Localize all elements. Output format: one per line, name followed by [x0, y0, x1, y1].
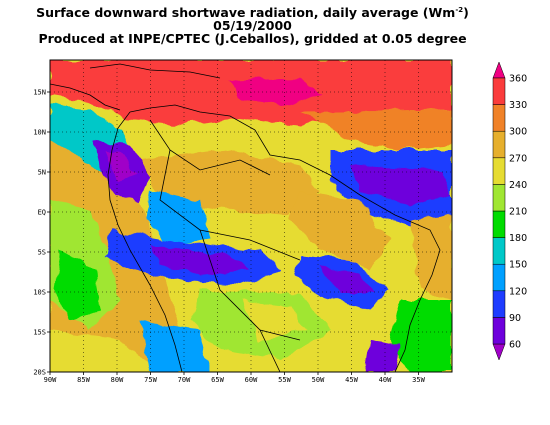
longitude-axis: 90W 85W 80W 75W 70W 65W 60W 55W 50W 45W 40W 35W — [44, 372, 426, 384]
coastline-caribbean — [89, 63, 221, 79]
colorbar-swatch — [492, 237, 506, 265]
lon-tick-label: 70W — [178, 376, 191, 384]
title-line-1: Surface downward shortwave radiation, da… — [36, 5, 469, 21]
colorbar-swatch — [492, 210, 506, 238]
lat-tick-label: 15N — [33, 89, 46, 97]
patch-pacific-south — [50, 330, 160, 372]
radiation-field — [50, 60, 452, 372]
latitude-axis: 15N 10N 5N EQ 5S 10S 15S 20S — [33, 89, 50, 377]
title-date: 05/19/2000 — [213, 18, 292, 34]
patch-ne-orange — [410, 215, 452, 300]
lon-tick-label: 60W — [245, 376, 258, 384]
patch-amazon-blue — [145, 190, 210, 245]
lon-tick-label: 50W — [312, 376, 325, 384]
colorbar-label: 240 — [509, 180, 527, 191]
colorbar-label: 60 — [509, 340, 521, 351]
coastline-pacific — [107, 111, 183, 372]
patch-atlantic-purple — [350, 165, 452, 205]
grid-lines — [50, 60, 452, 372]
colorbar-swatch — [492, 104, 506, 132]
lon-tick-label: 75W — [144, 376, 157, 384]
lat-tick-label: 10N — [33, 129, 46, 137]
lon-tick-label: 35W — [412, 376, 425, 384]
lon-tick-label: 55W — [278, 376, 291, 384]
colorbar: 60 90 120 150 180 210 240 270 300 330 360 — [492, 61, 527, 361]
colorbar-label: 150 — [509, 260, 527, 271]
field-patches — [50, 60, 452, 372]
patch-pacific-green2 — [55, 250, 100, 320]
colorbar-label: 270 — [509, 153, 527, 164]
colorbar-swatch — [492, 77, 506, 105]
patch-se-green — [390, 300, 452, 372]
patch-atlantic-orange — [300, 110, 452, 150]
lon-tick-label: 45W — [345, 376, 358, 384]
lat-tick-label: 5N — [38, 169, 46, 177]
title-credit: Produced at INPE/CPTEC (J.Ceballos), gri… — [38, 31, 467, 47]
border-interior — [149, 119, 301, 372]
colorbar-label: 300 — [509, 127, 527, 138]
colorbar-label: 120 — [509, 286, 527, 297]
colorbar-label: 210 — [509, 207, 527, 218]
colorbar-swatch — [492, 130, 506, 159]
lat-tick-label: EQ — [38, 209, 46, 217]
patch-se-purple — [365, 340, 400, 372]
colorbar-label: 180 — [509, 233, 527, 244]
patch-colombia-violet — [105, 150, 135, 182]
coastline-central-america — [50, 83, 121, 111]
lat-tick-label: 15S — [33, 329, 46, 337]
map-title: Surface downward shortwave radiation, da… — [0, 4, 505, 45]
colorbar-label: 330 — [509, 100, 527, 111]
patch-brazil-orange — [290, 190, 390, 270]
colorbar-swatch — [492, 263, 506, 292]
patch-brazil-purple — [320, 265, 375, 295]
lon-tick-label: 40W — [379, 376, 392, 384]
patch-north-magenta — [230, 78, 320, 105]
colorbar-swatch — [492, 184, 506, 212]
colorbar-swatch — [492, 290, 506, 318]
colorbar-swatch — [492, 157, 506, 185]
patch-bolivia-yellow — [240, 300, 305, 340]
lon-tick-label: 65W — [211, 376, 224, 384]
colorbar-swatch — [492, 317, 506, 345]
colorbar-label: 90 — [509, 313, 521, 324]
colorbar-bottom-cap — [492, 343, 506, 361]
lon-tick-label: 90W — [44, 376, 57, 384]
lat-tick-label: 10S — [33, 289, 46, 297]
patch-south-purple — [150, 245, 250, 275]
colorbar-label: 360 — [509, 74, 527, 85]
lon-tick-label: 80W — [111, 376, 124, 384]
lat-tick-label: 20S — [33, 369, 46, 377]
colorbar-top-cap — [492, 61, 506, 79]
lat-tick-label: 5S — [38, 249, 46, 257]
lon-tick-label: 85W — [77, 376, 90, 384]
